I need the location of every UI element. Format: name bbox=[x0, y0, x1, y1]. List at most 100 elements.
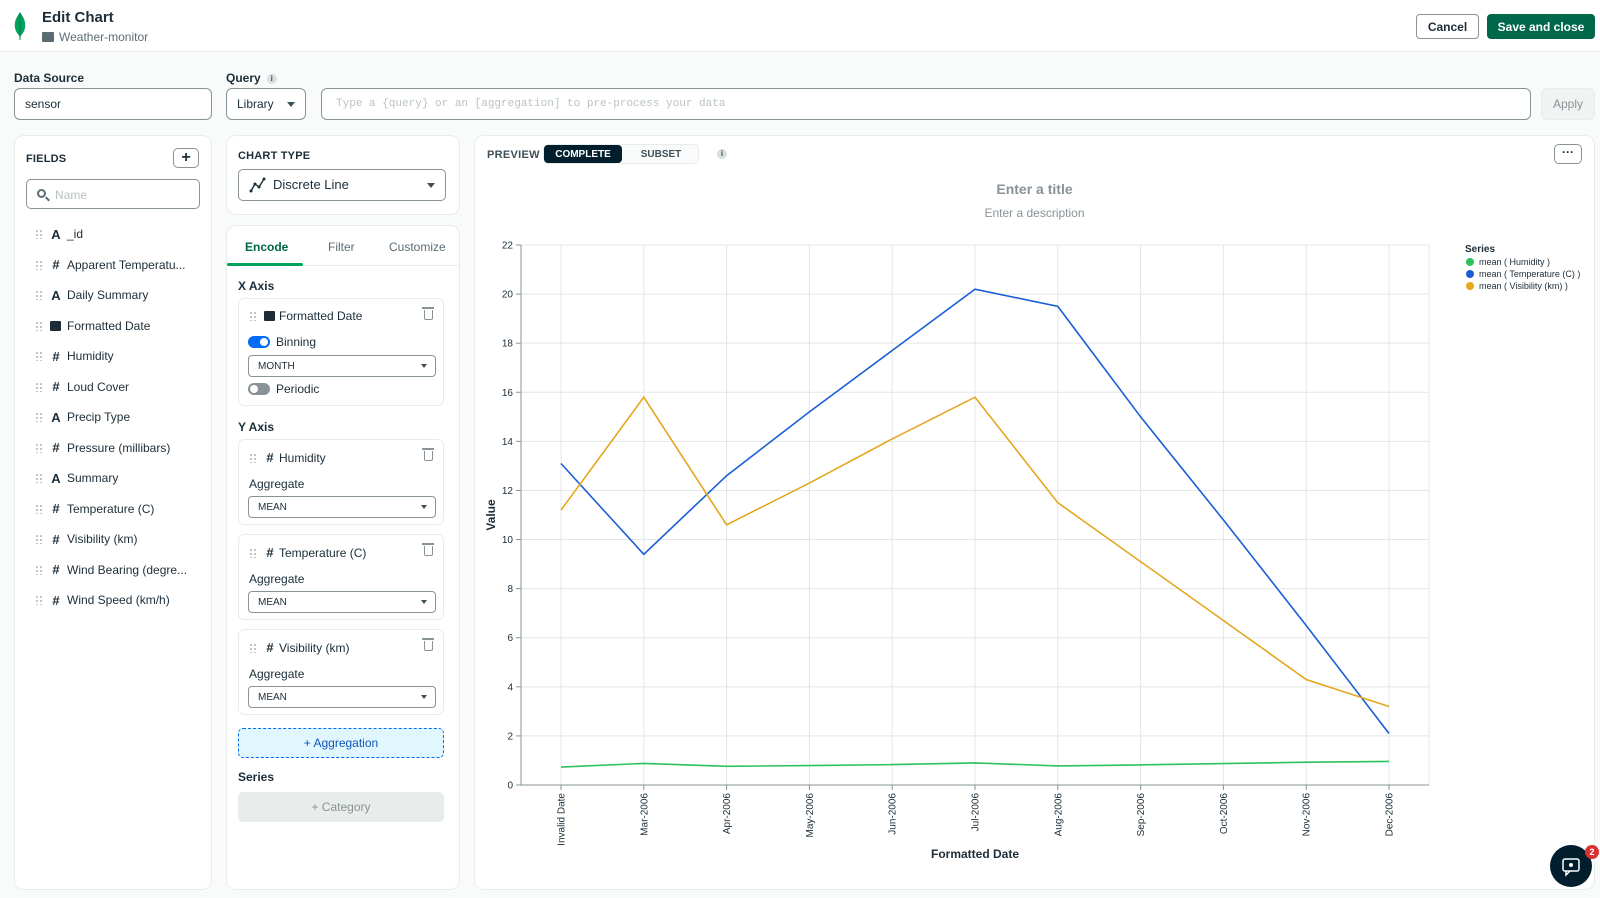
field-item[interactable]: # Wind Bearing (degre... bbox=[35, 555, 205, 586]
drag-handle-icon[interactable] bbox=[35, 320, 43, 331]
trash-icon[interactable] bbox=[422, 543, 434, 556]
number-type-icon: # bbox=[52, 531, 60, 547]
drag-handle-icon[interactable] bbox=[35, 595, 43, 606]
field-label: Wind Bearing (degre... bbox=[67, 562, 188, 577]
field-item[interactable]: # Apparent Temperatu... bbox=[35, 250, 205, 281]
drag-handle-icon[interactable] bbox=[249, 311, 257, 321]
periodic-label: Periodic bbox=[276, 382, 320, 396]
aggregate-select[interactable]: MEAN bbox=[248, 591, 436, 613]
drag-handle-icon[interactable] bbox=[249, 547, 257, 558]
active-tab-indicator bbox=[227, 263, 303, 266]
field-item[interactable]: # Wind Speed (km/h) bbox=[35, 585, 205, 616]
legend-entry: mean ( Humidity ) bbox=[1479, 257, 1550, 267]
y-field-name: Temperature (C) bbox=[279, 545, 367, 560]
fields-panel: FIELDS + Name A _id # Apparent Temperatu...… bbox=[14, 135, 212, 890]
drag-handle-icon[interactable] bbox=[35, 229, 43, 240]
periodic-toggle[interactable] bbox=[248, 383, 270, 395]
field-item[interactable]: A Daily Summary bbox=[35, 280, 205, 311]
trash-icon[interactable] bbox=[422, 638, 434, 651]
binning-toggle[interactable] bbox=[248, 336, 270, 348]
sample-mode-toggle: COMPLETE SUBSET bbox=[543, 144, 699, 164]
string-type-icon: A bbox=[51, 470, 61, 486]
aggregate-value: MEAN bbox=[258, 597, 287, 608]
add-category-button[interactable]: + Category bbox=[238, 792, 444, 822]
field-item[interactable]: A _id bbox=[35, 219, 205, 250]
chart-type-panel: CHART TYPE Discrete Line bbox=[226, 135, 460, 215]
query-mode-select[interactable]: Library bbox=[226, 88, 306, 120]
info-icon[interactable]: i bbox=[717, 149, 727, 159]
more-options-button[interactable]: ··· bbox=[1554, 144, 1582, 164]
subset-option[interactable]: SUBSET bbox=[640, 148, 682, 160]
cancel-button[interactable]: Cancel bbox=[1416, 14, 1479, 39]
tab-customize[interactable]: Customize bbox=[389, 240, 446, 254]
chart-legend: Series mean ( Humidity ) mean ( Temperatur… bbox=[1465, 244, 1580, 291]
field-item[interactable]: # Humidity bbox=[35, 341, 205, 372]
drag-handle-icon[interactable] bbox=[35, 564, 43, 575]
number-type-icon: # bbox=[266, 450, 274, 465]
trash-icon[interactable] bbox=[422, 448, 434, 461]
x-tick-label: Nov-2006 bbox=[1302, 793, 1313, 837]
complete-option[interactable]: COMPLETE bbox=[544, 145, 622, 163]
drag-handle-icon[interactable] bbox=[35, 503, 43, 514]
number-type-icon: # bbox=[52, 348, 60, 364]
aggregate-select[interactable]: MEAN bbox=[248, 686, 436, 708]
field-list: A _id # Apparent Temperatu... A Daily Summary… bbox=[35, 219, 205, 616]
field-label: Loud Cover bbox=[67, 379, 130, 394]
field-item[interactable]: # Visibility (km) bbox=[35, 524, 205, 555]
drag-handle-icon[interactable] bbox=[35, 381, 43, 392]
query-mode-value: Library bbox=[237, 97, 274, 111]
query-input[interactable]: Type a {query} or an [aggregation] to pr… bbox=[321, 88, 1531, 120]
drag-handle-icon[interactable] bbox=[35, 351, 43, 362]
field-search-input[interactable]: Name bbox=[26, 179, 200, 209]
chart-type-select[interactable]: Discrete Line bbox=[238, 169, 446, 201]
legend-title: Series bbox=[1465, 244, 1495, 255]
drag-handle-icon[interactable] bbox=[35, 442, 43, 453]
drag-handle-icon[interactable] bbox=[35, 534, 43, 545]
chart-type-value: Discrete Line bbox=[273, 177, 349, 192]
field-item[interactable]: Formatted Date bbox=[35, 311, 205, 342]
y-field-title[interactable]: # Temperature (C) bbox=[249, 545, 366, 560]
field-item[interactable]: # Temperature (C) bbox=[35, 494, 205, 525]
drag-handle-icon[interactable] bbox=[35, 290, 43, 301]
field-item[interactable]: A Summary bbox=[35, 463, 205, 494]
drag-handle-icon[interactable] bbox=[35, 473, 43, 484]
number-type-icon: # bbox=[52, 440, 60, 456]
chart-axes: 0 2 4 6 8 10 12 14 16 18 20 22 Invalid Date Mar-2006 A… bbox=[484, 241, 1429, 861]
chart-title-input[interactable]: Enter a title bbox=[996, 181, 1073, 197]
line-chart-icon bbox=[249, 177, 266, 193]
preview-label: PREVIEW bbox=[487, 149, 540, 161]
add-aggregation-button[interactable]: + Aggregation bbox=[238, 728, 444, 758]
aggregate-select[interactable]: MEAN bbox=[248, 496, 436, 518]
legend-entry: mean ( Temperature (C) ) bbox=[1479, 269, 1580, 279]
drag-handle-icon[interactable] bbox=[249, 642, 257, 653]
chart-description-input[interactable]: Enter a description bbox=[984, 206, 1085, 220]
save-and-close-button[interactable]: Save and close bbox=[1487, 14, 1595, 39]
field-item[interactable]: # Loud Cover bbox=[35, 372, 205, 403]
header: Edit Chart Weather-monitor Cancel Save a… bbox=[0, 0, 1600, 52]
string-type-icon: A bbox=[51, 226, 61, 242]
drag-handle-icon[interactable] bbox=[249, 452, 257, 463]
drag-handle-icon[interactable] bbox=[35, 259, 43, 270]
tab-filter[interactable]: Filter bbox=[328, 240, 355, 254]
info-icon[interactable]: i bbox=[266, 73, 277, 84]
trash-icon[interactable] bbox=[422, 307, 434, 320]
binning-select[interactable]: MONTH bbox=[248, 355, 436, 377]
y-tick-label: 20 bbox=[502, 290, 514, 301]
data-source-input[interactable]: sensor bbox=[14, 88, 212, 120]
field-label: Apparent Temperatu... bbox=[67, 257, 186, 272]
apply-button[interactable]: Apply bbox=[1541, 88, 1595, 120]
number-type-icon: # bbox=[266, 545, 274, 560]
tab-encode[interactable]: Encode bbox=[245, 240, 289, 254]
number-type-icon: # bbox=[52, 257, 60, 273]
field-item[interactable]: # Pressure (millibars) bbox=[35, 433, 205, 464]
drag-handle-icon[interactable] bbox=[35, 412, 43, 423]
field-item[interactable]: A Precip Type bbox=[35, 402, 205, 433]
add-field-button[interactable]: + bbox=[173, 148, 199, 168]
y-field-title[interactable]: # Visibility (km) bbox=[249, 640, 349, 655]
legend-entry: mean ( Visibility (km) ) bbox=[1479, 281, 1568, 291]
y-field-title[interactable]: # Humidity bbox=[249, 450, 326, 465]
chart-grid bbox=[520, 244, 1430, 786]
chevron-down-icon bbox=[421, 505, 427, 509]
x-field-title[interactable]: Formatted Date bbox=[249, 309, 362, 323]
dashboard-breadcrumb[interactable]: Weather-monitor bbox=[42, 30, 148, 44]
